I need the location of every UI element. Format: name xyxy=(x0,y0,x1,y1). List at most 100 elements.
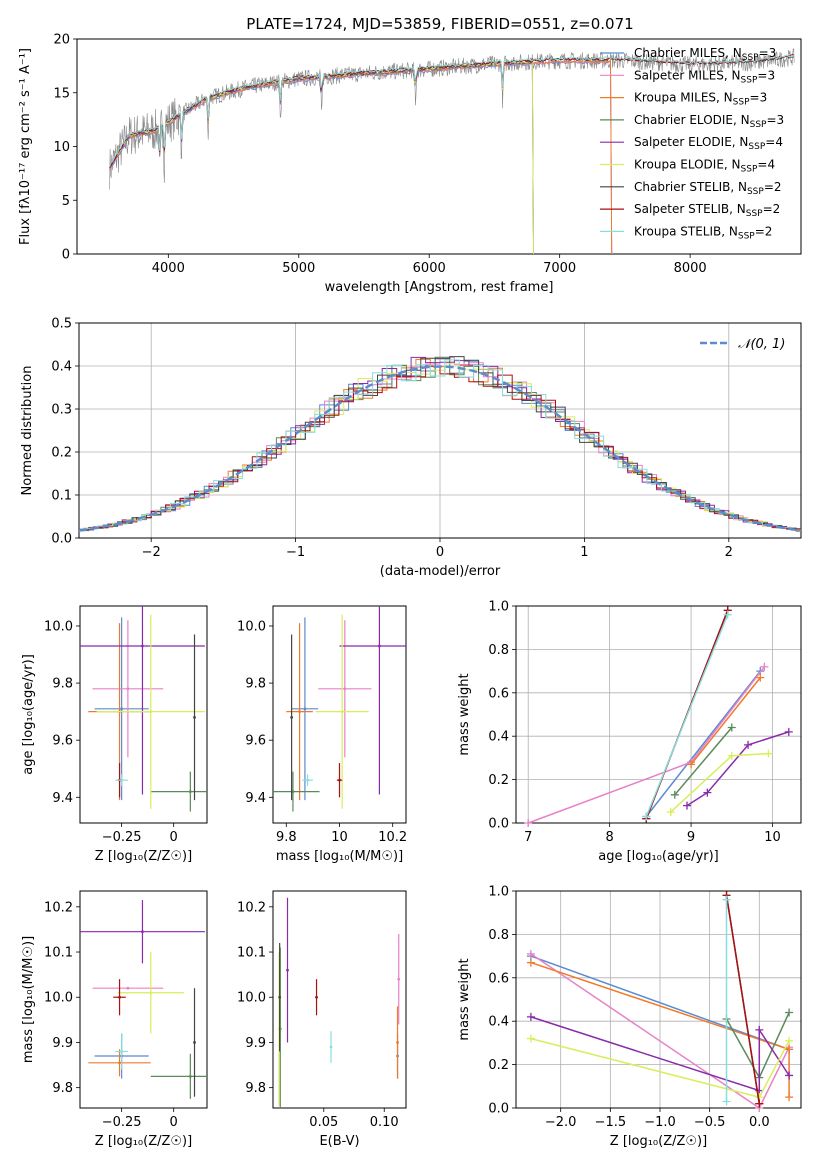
legend-count: =3 xyxy=(757,68,775,82)
axes-frame xyxy=(515,605,802,824)
x-tick-label: 8000 xyxy=(674,261,707,276)
x-axis-label: Z [log₁₀(Z/Z☉)] xyxy=(95,849,192,864)
legend-label: Salpeter STELIB, N xyxy=(634,202,746,216)
y-tick-label: 0.2 xyxy=(488,1058,509,1073)
residuals-histogram-panel: −2 −1 0 1 2 0.0 0.1 0.2 0.3 0.4 0.5 (data-model)/er… xyxy=(20,317,802,579)
y-tick-label: 0.2 xyxy=(51,446,72,461)
legend-entry: Salpeter ELODIE, NSSP=4 xyxy=(634,135,783,152)
y-tick-label: 10.2 xyxy=(237,900,266,915)
mass-weight-vs-age-panel: 7 8 9 10 0.0 0.2 0.4 0.6 0.8 1.0 age [log₁₀(age/yr… xyxy=(457,600,802,864)
data-point xyxy=(141,930,144,934)
data-point xyxy=(193,1041,196,1044)
y-tick-label: 0.1 xyxy=(51,489,72,504)
x-tick-label: 9 xyxy=(687,830,695,845)
x-tick-label: 2 xyxy=(725,545,733,560)
legend-count: =3 xyxy=(759,46,777,60)
y-tick-label: 10 xyxy=(53,140,70,155)
x-tick-label: 10 xyxy=(331,830,348,845)
legend-count: =3 xyxy=(750,91,768,105)
weight-marker xyxy=(683,801,691,810)
data-point xyxy=(118,995,121,999)
weight-marker xyxy=(756,673,765,682)
model-spectrum-line xyxy=(109,55,794,167)
data-point xyxy=(396,1041,399,1044)
legend-subscript: SSP xyxy=(746,209,763,219)
y-tick-label: 9.8 xyxy=(52,677,73,692)
y-tick-label: 0.5 xyxy=(51,317,72,332)
weight-marker xyxy=(642,812,651,821)
weight-marker xyxy=(784,727,793,736)
y-tick-label: 10.1 xyxy=(237,946,266,961)
x-tick-label: −1.5 xyxy=(595,1115,627,1130)
x-tick-label: −1.0 xyxy=(644,1115,676,1130)
residual-histogram xyxy=(79,363,801,531)
spectrum-panel: 4000 5000 6000 7000 8000 0 5 10 15 20 wavelength [… xyxy=(18,33,802,295)
y-tick-label: 0.4 xyxy=(51,360,72,375)
legend-label: Kroupa ELODIE, N xyxy=(634,158,741,172)
legend-label: Salpeter ELODIE, N xyxy=(634,135,748,149)
legend-count: =2 xyxy=(764,180,782,194)
weight-marker xyxy=(785,1036,794,1045)
data-point xyxy=(149,991,153,995)
y-tick-label: 1.0 xyxy=(488,600,509,615)
weight-marker xyxy=(723,610,732,619)
data-point xyxy=(343,687,347,691)
x-tick-label: −0.25 xyxy=(102,830,142,845)
data-point xyxy=(303,707,307,711)
y-tick-label: 9.8 xyxy=(52,1081,73,1096)
legend-subscript: SSP xyxy=(741,75,758,85)
y-tick-label: 0.0 xyxy=(51,532,72,547)
y-tick-label: 9.6 xyxy=(52,734,73,749)
x-axis-label: age [log₁₀(age/yr)] xyxy=(598,849,719,864)
y-axis-label: mass weight xyxy=(457,673,472,755)
axes-frame xyxy=(79,890,208,1109)
y-tick-label: 5 xyxy=(62,194,70,209)
x-tick-label: 10.2 xyxy=(378,830,407,845)
x-tick-label: −0.5 xyxy=(694,1115,726,1130)
legend-count: =2 xyxy=(755,224,773,238)
legend-label: Kroupa MILES, N xyxy=(634,91,733,105)
y-axis-label: Normed distribution xyxy=(20,366,35,496)
legend-count: =4 xyxy=(765,135,783,149)
x-axis-label: (data-model)/error xyxy=(380,564,501,579)
y-tick-label: 10.0 xyxy=(237,991,266,1006)
x-tick-label: 0 xyxy=(170,1115,178,1130)
y-tick-label: 0.6 xyxy=(488,971,509,986)
y-tick-label: 0 xyxy=(62,248,70,263)
y-tick-label: 1.0 xyxy=(488,885,509,900)
model-spectrum-line xyxy=(109,60,534,254)
weight-series-line xyxy=(725,895,761,1104)
axes-frame xyxy=(272,605,407,824)
weight-marker xyxy=(703,788,712,797)
data-point xyxy=(291,790,295,793)
x-tick-label: 0.0 xyxy=(749,1115,770,1130)
x-tick-label: −2.0 xyxy=(545,1115,577,1130)
legend-entry: Chabrier MILES, NSSP=3 xyxy=(634,46,776,63)
x-tick-label: −1 xyxy=(286,545,305,560)
legend-entry: Kroupa ELODIE, NSSP=4 xyxy=(634,158,775,175)
x-tick-label: 1 xyxy=(580,545,588,560)
y-tick-label: 9.4 xyxy=(52,791,73,806)
legend-label: Chabrier ELODIE, N xyxy=(634,113,750,127)
mass-vs-extinction-panel: 0.05 0.10 9.8 9.9 10.0 10.1 10.2 E(B-V) xyxy=(237,890,407,1149)
x-tick-label: 5000 xyxy=(282,261,315,276)
y-tick-label: 0.0 xyxy=(488,1102,509,1117)
weight-marker xyxy=(722,895,731,904)
legend-entry: Salpeter MILES, NSSP=3 xyxy=(634,68,775,85)
weight-marker xyxy=(722,1097,731,1106)
legend-subscript: SSP xyxy=(738,231,755,241)
x-tick-label: 10 xyxy=(764,830,781,845)
legend-subscript: SSP xyxy=(741,165,758,175)
weight-series-line xyxy=(686,731,790,807)
axes-frame xyxy=(79,605,208,824)
data-point xyxy=(286,968,289,972)
y-tick-label: 10.0 xyxy=(44,619,73,634)
data-point xyxy=(193,715,196,719)
age-vs-mass-panel: 9.8 10 10.2 9.4 9.6 9.8 10.0 mass [log₁₀(M/M☉)] xyxy=(237,605,407,864)
legend-subscript: SSP xyxy=(748,142,765,152)
y-tick-label: 0.8 xyxy=(488,928,509,943)
weight-marker xyxy=(526,1034,535,1043)
x-tick-label: 4000 xyxy=(152,261,185,276)
legend-entry: 𝒩(0, 1) xyxy=(738,337,785,352)
y-tick-label: 0.8 xyxy=(488,643,509,658)
